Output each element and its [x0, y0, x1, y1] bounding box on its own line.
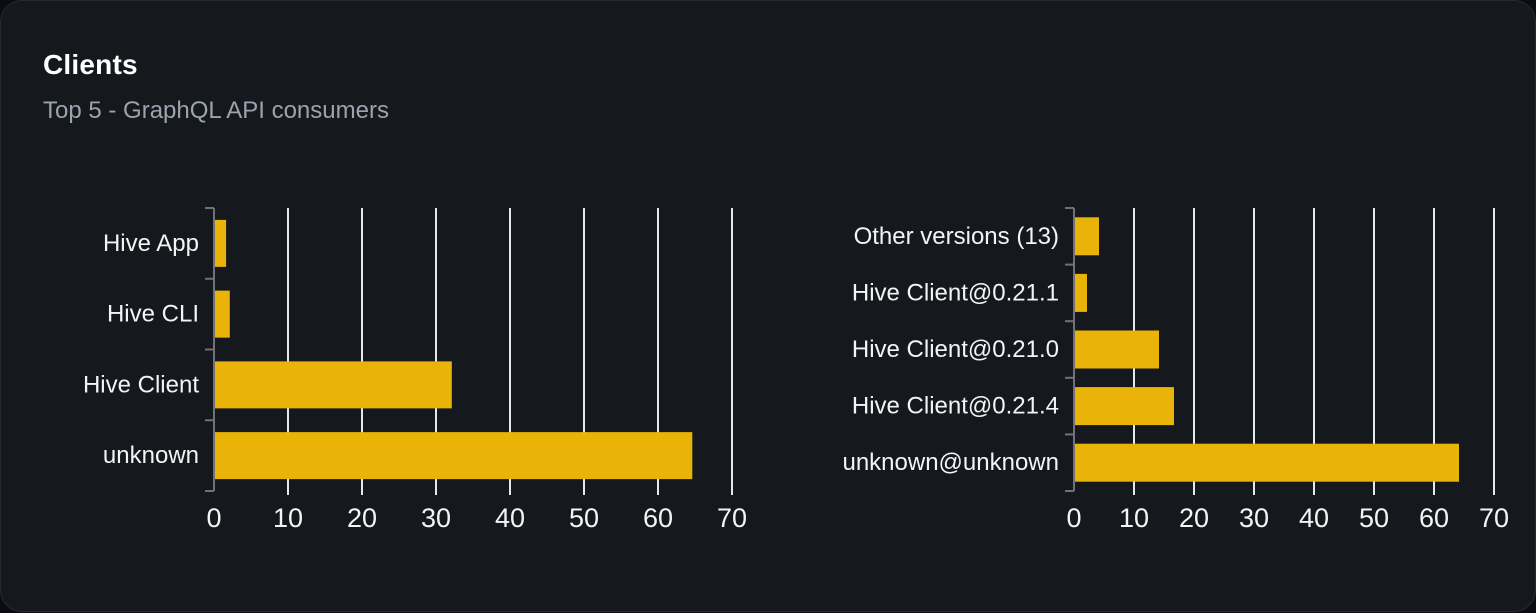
category-label: unknown@unknown [842, 449, 1059, 476]
x-tick-label: 30 [421, 503, 451, 533]
x-tick-label: 0 [1066, 503, 1081, 533]
x-tick-label: 0 [206, 503, 221, 533]
category-label: Hive Client@0.21.0 [852, 336, 1059, 363]
x-tick-label: 70 [717, 503, 747, 533]
category-label: Hive Client [83, 371, 199, 398]
bar-Hive CLI[interactable] [215, 290, 230, 338]
x-tick-label: 20 [1179, 503, 1209, 533]
x-tick-label: 40 [1299, 503, 1329, 533]
x-tick-label: 20 [347, 503, 377, 533]
bar-Hive Client[interactable] [215, 361, 452, 409]
bar-unknown[interactable] [215, 432, 693, 480]
x-tick-label: 50 [569, 503, 599, 533]
category-label: Hive App [103, 230, 199, 257]
card-title: Clients [43, 49, 138, 80]
x-tick-label: 50 [1359, 503, 1389, 533]
category-label: Hive Client@0.21.4 [852, 393, 1059, 420]
bar-Hive App[interactable] [215, 219, 227, 267]
x-tick-label: 60 [643, 503, 673, 533]
category-label: Other versions (13) [854, 223, 1059, 250]
x-tick-label: 30 [1239, 503, 1269, 533]
bar-Other versions (13)[interactable] [1075, 217, 1099, 256]
bar-Hive Client@0.21.4[interactable] [1075, 387, 1174, 426]
x-tick-label: 10 [273, 503, 303, 533]
x-tick-label: 60 [1419, 503, 1449, 533]
category-label: Hive Client@0.21.1 [852, 279, 1059, 306]
x-tick-label: 40 [495, 503, 525, 533]
category-label: unknown [103, 442, 199, 469]
bar-unknown@unknown[interactable] [1075, 443, 1459, 482]
bar-Hive Client@0.21.0[interactable] [1075, 330, 1159, 369]
category-label: Hive CLI [107, 301, 199, 328]
x-tick-label: 10 [1119, 503, 1149, 533]
bar-Hive Client@0.21.1[interactable] [1075, 273, 1087, 312]
card-subtitle: Top 5 - GraphQL API consumers [43, 97, 389, 124]
x-tick-label: 70 [1479, 503, 1509, 533]
